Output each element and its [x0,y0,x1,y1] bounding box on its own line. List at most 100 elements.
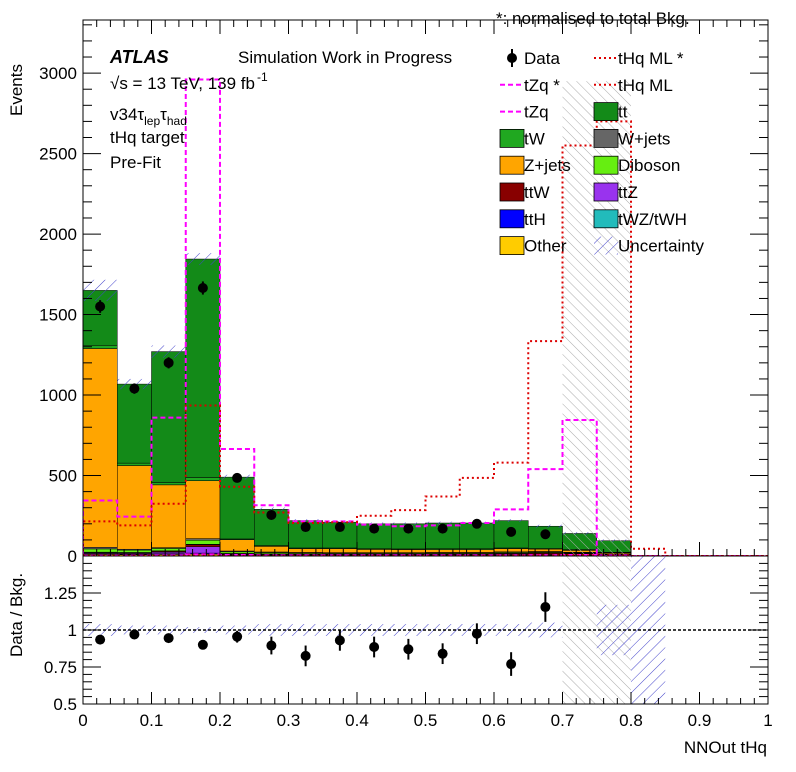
legend-label-tth: ttH [524,210,546,229]
ratio-point-12 [506,659,517,670]
bar-z-jets-bin-4 [219,539,255,552]
top-ytick-label: 1500 [39,306,77,325]
legend-swatch-tth [499,209,525,229]
xtick-label: 0.9 [688,711,712,730]
bar-z-jets-bin-5 [254,546,289,553]
bar-z-jets-bin-11 [459,549,495,553]
legend-label-w-jets: W+jets [618,129,670,148]
ratio-ytick-label: 0.75 [44,658,77,677]
data-point-12 [506,526,517,537]
legend-swatch-ttz [593,182,619,202]
bar-z-jets-bin-9 [391,549,426,553]
legend-swatch-ttw [499,182,525,202]
energy-label: √s = 13 TeV, 139 fb -1 [110,70,268,93]
xtick-label: 1 [763,711,772,730]
ratio-uncertainty-bin-12 [494,624,529,636]
ratio-ytick-label: 0.5 [53,695,77,714]
xtick-label: 0.2 [208,711,232,730]
ratio-point-4 [232,631,243,642]
bar-z-jets-bin-0 [83,348,118,548]
top-ytick-label: 2500 [39,145,77,164]
bar-z-jets-bin-12 [493,548,529,553]
ratio-uncertainty-bin-3 [185,627,220,633]
legend-label-tw: tW [524,129,545,148]
signal-line-tzq [83,553,768,556]
legend-swatch-tt [593,102,619,121]
bar-diboson-bin-3 [185,539,221,545]
xtick-label: 0.5 [414,711,438,730]
ratio-point-10 [437,648,448,659]
data-point-1 [129,383,140,394]
fit-label: Pre-Fit [110,153,161,172]
x-axis-title: NNOut tHq [684,738,767,757]
channel-label: v34τlepτhad [110,105,187,128]
legend-label-twz-twh: tWZ/tWH [618,210,687,229]
data-point-13 [540,529,551,540]
ratio-point-7 [334,635,345,646]
bar-diboson-bin-1 [117,549,152,553]
data-point-0 [95,301,106,312]
legend-label-diboson: Diboson [618,156,680,175]
bar-z-jets-bin-2 [151,484,186,548]
xtick-label: 0.6 [482,711,506,730]
data-point-4 [232,472,243,483]
legend-swatch-twz-twh [593,209,619,229]
y-axis-title-events: Events [7,64,26,116]
bar-z-jets-bin-3 [185,480,221,539]
xtick-label: 0.4 [345,711,369,730]
ratio-point-3 [197,639,208,650]
data-point-11 [471,518,482,529]
bar-z-jets-bin-8 [356,549,392,553]
y-axis-title-ratio: Data / Bkg. [7,573,26,657]
bar-z-jets-bin-6 [288,548,323,553]
annotation-block: ATLAS Simulation Work in Progress √s = 1… [109,47,452,172]
ratio-point-6 [300,650,311,661]
xtick-label: 0.3 [277,711,301,730]
data-point-6 [300,522,311,533]
bar-diboson-bin-2 [151,548,186,552]
legend-swatch-uncertainty [594,236,618,255]
legend-label-tzq: tZq [524,103,549,122]
legend-swatch-w-jets [593,128,619,148]
legend-swatch-z-jets [499,155,525,175]
ratio-ytick-label: 1 [68,621,77,640]
ratio-point-8 [369,642,380,653]
ratio-uncertainty-bin-4 [220,625,255,635]
uncertainty-band-bin-0 [83,279,118,302]
target-label: tHq target [110,128,185,147]
uncertainty-band-bin-2 [151,345,186,358]
ratio-point-11 [471,628,482,639]
ratio-point-2 [163,633,174,644]
top-ytick-label: 2000 [39,225,77,244]
xtick-label: 0.7 [551,711,575,730]
data-point-8 [369,523,380,534]
xtick-label: 0.1 [140,711,164,730]
legend-label-tzq-: tZq * [524,76,560,95]
status-label: Simulation Work in Progress [238,48,452,67]
uncertainty-band-bin-6 [288,519,323,523]
top-ytick-label: 0 [68,547,77,566]
bar-tt-bin-1 [117,383,152,464]
ratio-uncertainty-bin-10 [425,624,460,636]
data-point-7 [334,522,345,533]
ratio-uncertainty-bin-5 [254,624,289,636]
uncertainty-band-bin-5 [254,507,289,512]
legend-label-other: Other [524,237,567,256]
legend-label-uncertainty: Uncertainty [618,237,704,256]
legend-marker-data [507,53,517,63]
ratio-point-1 [129,629,140,640]
ratio-ytick-label: 1.25 [44,584,77,603]
uncertainty-band-bin-13 [528,524,563,528]
data-point-5 [266,509,277,520]
data-point-10 [437,523,448,534]
legend-label-thq-ml-: tHq ML * [618,49,684,68]
bar-tt-bin-3 [185,258,221,478]
bar-diboson-bin-0 [83,548,118,553]
legend-label-tt: tt [618,103,628,122]
ratio-point-13 [540,602,551,613]
top-ytick-label: 1000 [39,386,77,405]
bar-z-jets-bin-1 [117,465,152,550]
bar-ttw-bin-3 [185,544,221,547]
bar-z-jets-bin-10 [425,549,460,553]
